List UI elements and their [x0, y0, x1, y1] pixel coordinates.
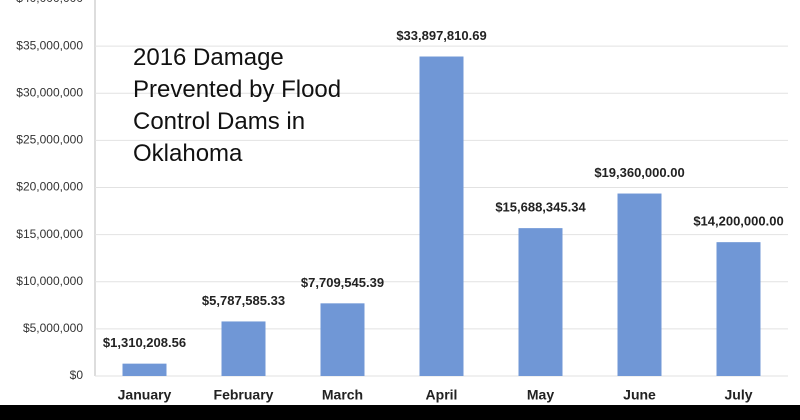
bar [716, 242, 761, 376]
y-tick-label: $0 [70, 368, 84, 382]
chart-title: 2016 Damage Prevented by Flood Control D… [133, 44, 342, 167]
bar [617, 193, 662, 376]
value-label: $33,897,810.69 [396, 28, 486, 43]
y-tick-label: $10,000,000 [16, 274, 83, 288]
x-tick-label: April [426, 387, 458, 403]
bar [518, 228, 563, 376]
value-label: $7,709,545.39 [301, 275, 384, 290]
value-label: $5,787,585.33 [202, 293, 285, 308]
y-tick-label: $40,000,000 [16, 0, 83, 5]
bar [320, 303, 365, 376]
y-tick-label: $25,000,000 [16, 133, 83, 147]
x-tick-label: February [214, 387, 274, 403]
bar [122, 363, 167, 376]
bar [221, 321, 266, 376]
x-tick-label: May [527, 387, 554, 403]
x-tick-label: July [724, 387, 752, 403]
y-tick-label: $15,000,000 [16, 227, 83, 241]
y-tick-label: $5,000,000 [23, 321, 83, 335]
bottom-band [0, 405, 800, 420]
y-tick-label: $30,000,000 [16, 85, 83, 99]
bar [419, 56, 464, 377]
value-label: $19,360,000.00 [594, 165, 684, 180]
value-label: $15,688,345.34 [495, 200, 586, 215]
y-tick-label: $35,000,000 [16, 38, 83, 52]
x-tick-label: June [623, 387, 656, 403]
x-tick-label: March [322, 387, 363, 403]
value-label: $1,310,208.56 [103, 335, 186, 350]
y-tick-label: $20,000,000 [16, 180, 83, 194]
x-tick-label: January [118, 387, 172, 403]
value-label: $14,200,000.00 [693, 214, 783, 229]
